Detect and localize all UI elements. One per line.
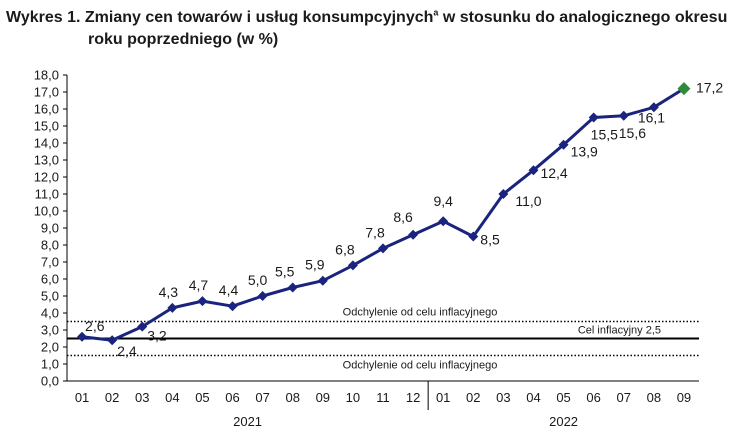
x-tick-label: 05	[195, 390, 209, 405]
x-tick-label: 05	[556, 390, 570, 405]
reference-line-label: Cel inflacyjny 2,5	[578, 325, 661, 337]
y-tick-label: 18,0	[34, 68, 59, 83]
data-point-marker	[468, 231, 479, 242]
title-line1-suffix: w stosunku do analogicznego okresu	[438, 9, 728, 26]
data-point-marker	[227, 301, 238, 312]
y-tick-label: 13,0	[34, 153, 59, 168]
data-label: 8,5	[480, 232, 500, 248]
data-point-marker	[438, 216, 449, 227]
x-tick-label: 03	[135, 390, 149, 405]
data-label: 16,1	[638, 109, 665, 125]
x-tick-label: 09	[677, 390, 691, 405]
year-label: 2021	[233, 414, 262, 429]
x-tick-label: 11	[376, 390, 390, 405]
x-tick-label: 01	[436, 390, 450, 405]
y-tick-label: 17,0	[34, 85, 59, 100]
x-tick-label: 07	[617, 390, 631, 405]
title-line1-prefix: Wykres 1. Zmiany cen towarów i usług kon…	[6, 9, 434, 26]
title-line2: roku poprzedniego (w %)	[88, 31, 279, 48]
data-label: 2,6	[85, 318, 105, 334]
data-label: 5,0	[248, 272, 268, 288]
x-tick-label: 02	[105, 390, 119, 405]
last-point-marker	[677, 82, 691, 96]
data-label: 6,8	[335, 241, 355, 257]
data-point-marker	[618, 110, 629, 121]
data-point-marker	[197, 296, 208, 307]
x-tick-label: 04	[165, 390, 179, 405]
x-tick-label: 07	[255, 390, 269, 405]
y-tick-label: 8,0	[41, 238, 59, 253]
data-point-marker	[408, 229, 419, 240]
y-tick-label: 16,0	[34, 102, 59, 117]
title-superscript: a	[433, 7, 439, 18]
data-point-marker	[588, 112, 599, 123]
data-label: 2,4	[117, 343, 137, 359]
data-label: 8,6	[393, 209, 413, 225]
y-tick-label: 4,0	[41, 306, 59, 321]
data-label: 17,2	[696, 80, 723, 96]
data-label: 12,4	[540, 165, 567, 181]
y-tick-label: 2,0	[41, 340, 59, 355]
data-point-marker	[287, 282, 298, 293]
x-tick-label: 01	[75, 390, 89, 405]
x-tick-label: 12	[406, 390, 420, 405]
x-tick-label: 02	[466, 390, 480, 405]
y-tick-label: 12,0	[34, 170, 59, 185]
data-point-marker	[317, 275, 328, 286]
data-point-marker	[107, 335, 118, 346]
y-tick-label: 6,0	[41, 272, 59, 287]
data-label: 15,6	[619, 125, 646, 141]
y-tick-label: 10,0	[34, 204, 59, 219]
y-tick-label: 15,0	[34, 119, 59, 134]
data-label: 9,4	[433, 193, 453, 209]
data-point-marker	[257, 291, 268, 301]
data-point-marker	[137, 321, 148, 332]
x-tick-label: 08	[285, 390, 299, 405]
data-point-marker	[167, 302, 178, 313]
x-tick-label: 06	[225, 390, 239, 405]
data-label: 11,0	[515, 193, 541, 209]
data-label: 7,8	[365, 224, 385, 240]
y-tick-label: 14,0	[34, 136, 59, 151]
data-label: 13,9	[571, 144, 598, 160]
data-label: 15,5	[591, 127, 618, 143]
y-tick-label: 11,0	[35, 187, 59, 202]
data-point-marker	[498, 189, 509, 199]
x-tick-label: 08	[647, 390, 661, 405]
reference-line-label: Odchylenie od celu inflacyjnego	[343, 360, 498, 372]
data-point-marker	[558, 139, 569, 150]
y-tick-label: 1,0	[41, 357, 59, 372]
data-point-marker	[347, 260, 358, 271]
y-tick-label: 3,0	[41, 323, 59, 338]
x-tick-label: 10	[346, 390, 360, 405]
data-label: 4,4	[219, 282, 239, 298]
x-tick-label: 03	[496, 390, 510, 405]
data-label: 4,7	[189, 277, 209, 293]
data-point-marker	[528, 165, 539, 176]
x-tick-label: 06	[586, 390, 600, 405]
data-label: 3,2	[147, 328, 167, 344]
data-label: 5,9	[305, 257, 325, 273]
data-point-marker	[648, 102, 659, 113]
x-tick-label: 04	[526, 390, 540, 405]
y-tick-label: 9,0	[41, 221, 59, 236]
chart-title: Wykres 1. Zmiany cen towarów i usług kon…	[6, 7, 746, 51]
year-label: 2022	[549, 414, 578, 429]
data-point-marker	[378, 243, 388, 254]
data-point-marker	[77, 331, 88, 342]
y-tick-label: 7,0	[41, 255, 59, 270]
y-tick-label: 5,0	[41, 289, 59, 304]
data-label: 5,5	[275, 264, 295, 280]
x-tick-label: 09	[316, 390, 330, 405]
y-tick-label: 0,0	[41, 374, 59, 389]
data-label: 4,3	[159, 284, 179, 300]
reference-line-label: Odchylenie od celu inflacyjnego	[343, 307, 498, 319]
